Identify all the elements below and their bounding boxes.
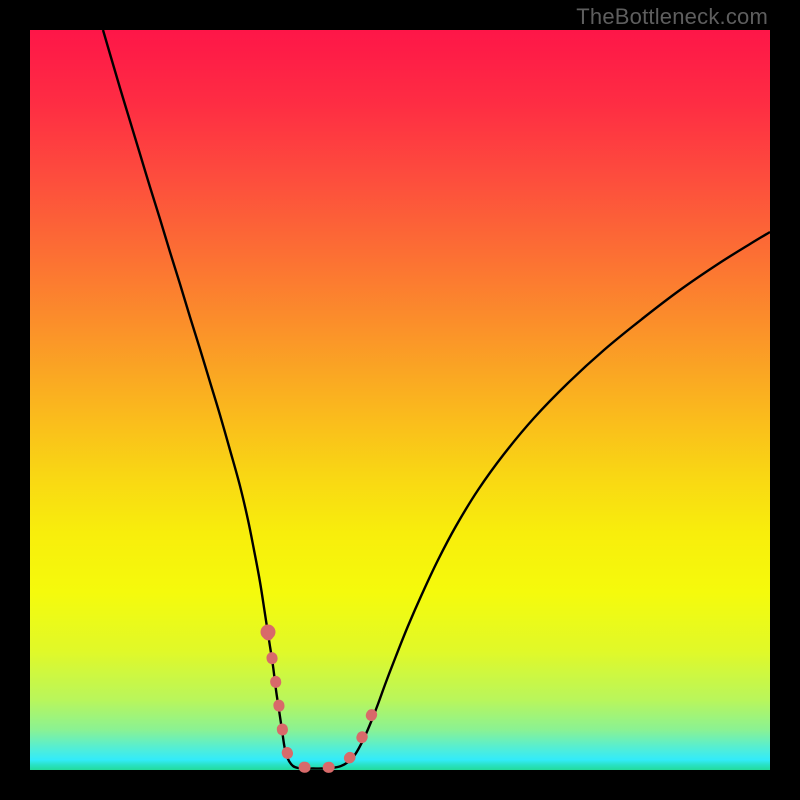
bottleneck-curve (103, 30, 770, 769)
plot-area (30, 30, 770, 770)
watermark-text: TheBottleneck.com (576, 4, 768, 30)
curve-layer (30, 30, 770, 770)
curve-marker-isolated (261, 625, 276, 640)
